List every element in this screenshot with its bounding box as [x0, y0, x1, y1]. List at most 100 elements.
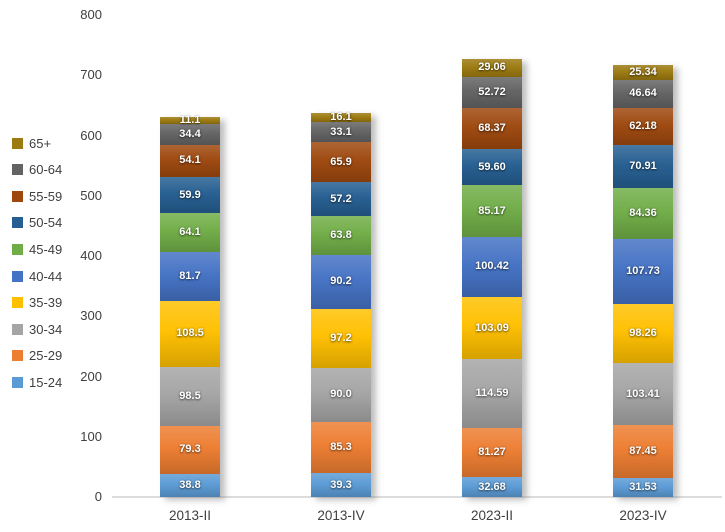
y-axis-tick-label: 100 [80, 428, 102, 444]
stacked-bar: 38.8 79.3 98.5 108.5 81.7 64.1 59.9 54.1 34.4 11.… [160, 114, 220, 497]
legend-swatch-icon [12, 137, 23, 149]
bar-segment-value-label: 25.34 [629, 65, 657, 78]
bar-segment-value-label: 81.7 [179, 270, 201, 283]
y-axis-tick-label: 300 [80, 308, 102, 324]
legend-label: 55-59 [29, 188, 63, 204]
bar-segment-value-label: 54.1 [179, 154, 201, 167]
bar-segment-value-label: 103.41 [626, 387, 660, 400]
legend-label: 40-44 [29, 268, 63, 284]
bar-segment-55-59: 62.18 [613, 107, 673, 146]
legend-item-15-24: 15-24 [12, 373, 62, 391]
x-axis-category-label: 2023-IV [619, 508, 667, 523]
x-axis-category-label: 2013-IV [317, 508, 365, 523]
bar-segment-40-44: 90.2 [311, 254, 371, 310]
bar-segment-25-29: 87.45 [613, 425, 673, 478]
bar-segment-65+: 16.1 [311, 110, 371, 123]
legend-label: 60-64 [29, 162, 63, 178]
bar-segment-value-label: 97.2 [330, 331, 352, 344]
stacked-bar: 39.3 85.3 90.0 97.2 90.2 63.8 57.2 65.9 33.1 16.1 [311, 110, 371, 497]
bar-segment-value-label: 29.06 [478, 61, 506, 74]
legend-label: 35-39 [29, 295, 63, 311]
y-axis-tick-label: 0 [94, 489, 102, 504]
bar-segment-60-64: 33.1 [311, 122, 371, 143]
bar-segment-value-label: 63.8 [330, 229, 352, 242]
bar-segment-30-34: 114.59 [462, 359, 522, 429]
legend-item-60-64: 60-64 [12, 161, 62, 179]
bar-segment-value-label: 31.53 [629, 480, 657, 493]
legend-label: 45-49 [29, 241, 63, 257]
legend-item-45-49: 45-49 [12, 240, 62, 258]
bar-segment-40-44: 81.7 [160, 251, 220, 302]
bar-segment-value-label: 85.17 [478, 204, 506, 217]
bar-segment-40-44: 100.42 [462, 236, 522, 298]
bar-segment-60-64: 46.64 [613, 79, 673, 108]
bar-segment-value-label: 46.64 [629, 87, 657, 100]
bar-segment-value-label: 103.09 [475, 321, 509, 334]
legend-swatch-icon [12, 323, 23, 335]
legend-item-30-34: 30-34 [12, 320, 62, 338]
bar-segment-value-label: 33.1 [330, 125, 352, 138]
legend-swatch-icon [12, 350, 23, 362]
bar-segment-value-label: 70.91 [629, 160, 657, 173]
bar-segment-value-label: 11.1 [179, 114, 201, 127]
bar-segment-30-34: 98.5 [160, 366, 220, 426]
bar-segment-value-label: 98.26 [629, 326, 657, 339]
bar-segment-45-49: 64.1 [160, 213, 220, 252]
bar-segment-value-label: 85.3 [330, 441, 352, 454]
y-axis-tick-label: 500 [80, 187, 102, 203]
bar-segment-value-label: 107.73 [626, 264, 660, 277]
bar-segment-35-39: 98.26 [613, 303, 673, 364]
bar-segment-value-label: 98.5 [179, 389, 201, 402]
bar-segment-value-label: 39.3 [330, 478, 352, 491]
bar-segment-55-59: 68.37 [462, 108, 522, 150]
legend-item-55-59: 55-59 [12, 187, 62, 205]
bar-segment-value-label: 79.3 [179, 443, 201, 456]
bar-segment-value-label: 62.18 [629, 120, 657, 133]
legend-swatch-icon [12, 297, 23, 309]
legend-swatch-icon [12, 270, 23, 282]
y-axis-tick-label: 600 [80, 127, 102, 143]
bar-segment-value-label: 59.9 [179, 188, 201, 201]
y-axis-tick-label: 800 [80, 7, 102, 22]
bar-segment-15-24: 31.53 [613, 478, 673, 497]
legend-item-35-39: 35-39 [12, 294, 62, 312]
bar-segment-value-label: 16.1 [330, 110, 352, 123]
bar-segment-value-label: 59.60 [478, 160, 506, 173]
bar-segment-value-label: 108.5 [176, 327, 204, 340]
bar-segment-35-39: 108.5 [160, 301, 220, 367]
legend-label: 30-34 [29, 321, 63, 337]
bar-segment-value-label: 68.37 [478, 122, 506, 135]
legend-swatch-icon [12, 376, 23, 388]
stacked-bar: 32.68 81.27 114.59 103.09 100.42 85.17 59.60 68… [462, 59, 522, 497]
bar-segment-value-label: 34.4 [179, 127, 201, 140]
bar-segment-15-24: 38.8 [160, 473, 220, 497]
bar-segment-50-54: 57.2 [311, 181, 371, 217]
bar-segment-value-label: 64.1 [179, 226, 201, 239]
legend-swatch-icon [12, 190, 23, 202]
legend-swatch-icon [12, 164, 23, 176]
bar-segment-50-54: 59.9 [160, 177, 220, 214]
bar-segment-value-label: 84.36 [629, 207, 657, 220]
bar-segment-35-39: 97.2 [311, 309, 371, 368]
bar-segment-25-29: 81.27 [462, 428, 522, 478]
bar-segment-15-24: 32.68 [462, 477, 522, 497]
bar-segment-30-34: 90.0 [311, 367, 371, 422]
bar-segment-value-label: 32.68 [478, 480, 506, 493]
legend-item-40-44: 40-44 [12, 267, 62, 285]
bar-segment-30-34: 103.41 [613, 363, 673, 426]
bar-segment-value-label: 100.42 [475, 260, 509, 273]
legend-label: 15-24 [29, 374, 63, 390]
bar-segment-value-label: 38.8 [179, 478, 201, 491]
bar-segment-55-59: 54.1 [160, 144, 220, 178]
bar-segment-45-49: 84.36 [613, 188, 673, 239]
bar-segment-60-64: 52.72 [462, 76, 522, 109]
bar-segment-value-label: 52.72 [478, 85, 506, 98]
bar-segment-15-24: 39.3 [311, 473, 371, 497]
legend-item-25-29: 25-29 [12, 347, 62, 365]
bar-segment-value-label: 90.2 [330, 275, 352, 288]
bar-segment-value-label: 87.45 [629, 445, 657, 458]
bar-segment-25-29: 85.3 [311, 421, 371, 474]
bar-segment-65+: 25.34 [613, 64, 673, 80]
bar-segment-value-label: 65.9 [330, 155, 352, 168]
bar-segment-55-59: 65.9 [311, 142, 371, 182]
